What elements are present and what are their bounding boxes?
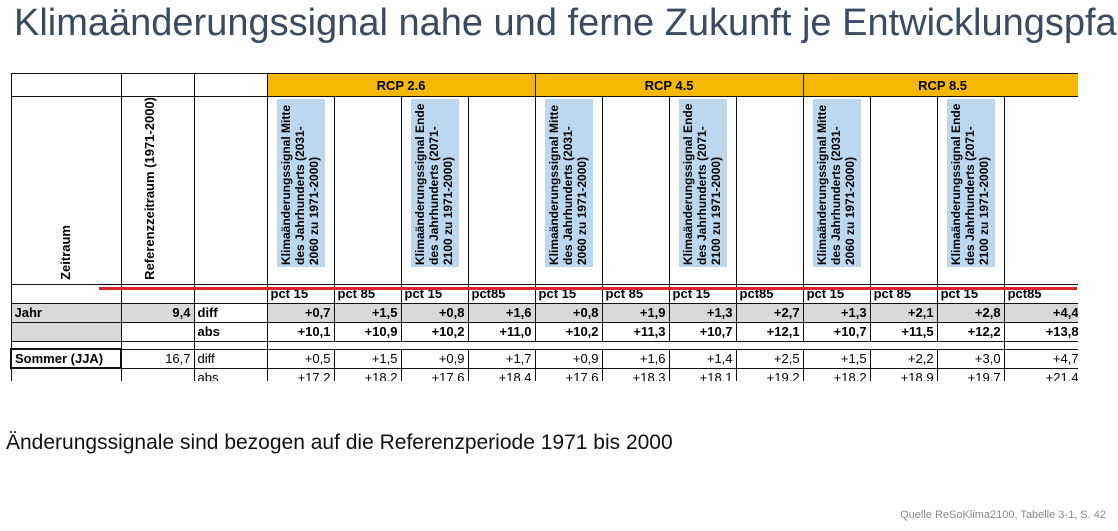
table-cutoff [10,381,1078,389]
table-cell: +1,4 [668,348,737,369]
ref-period-header: Referenzzeitraum (1971-2000) [141,97,157,280]
table-cell: +10,2 [400,321,469,342]
table-cell: +1,3 [802,302,871,323]
table-cell: +0,8 [400,302,469,323]
table-cell: +0,9 [400,348,469,369]
table-cell: +1,6 [467,302,536,323]
row-label: Sommer (JJA) [10,348,122,370]
table-cell: +0,7 [266,302,335,323]
table-cell: +10,7 [802,321,871,342]
zeitraum-header: Zeitraum [58,224,73,280]
table-cell: +0,9 [534,348,603,369]
table-cell: +10,1 [266,321,335,342]
row-type: abs [193,321,268,342]
table-cell: +1,7 [467,348,536,369]
table-cell: +1,5 [802,348,871,369]
signal-end-header: Klimaänderungssignal Ende des Jahrhunder… [410,99,459,267]
table-cell: +1,3 [668,302,737,323]
table-cell: +4,7 [1003,348,1078,369]
ref-value: 16,7 [120,348,195,369]
table-cell: +19,2 [735,367,804,385]
table-cell: +12,2 [936,321,1005,342]
table-cell: +4,4 [1003,302,1078,323]
table-cell: +11,0 [467,321,536,342]
table-cell: +2,5 [735,348,804,369]
row-type: diff [193,348,268,369]
table-row: abs +17,2 +18,2 +17,6 +18,4 +17,6 +18,3 … [10,367,1078,385]
table-cell: +13,8 [1003,321,1078,342]
table-cell: +1,9 [601,302,670,323]
table-cell: +11,3 [601,321,670,342]
table-row: Sommer (JJA) 16,7 diff +0,5 +1,5 +0,9 +1… [10,348,1078,370]
source-note: Quelle ReSoKlima2100, Tabelle 3-1, S. 42 [900,509,1106,521]
signal-mid-header: Klimaänderungssignal Mitte des Jahrhunde… [276,99,325,267]
table-cell: +1,6 [601,348,670,369]
reference-caption: Änderungssignale sind bezogen auf die Re… [6,431,673,454]
table-cell: +2,1 [869,302,938,323]
table-cell: +10,7 [668,321,737,342]
signal-end-header: Klimaänderungssignal Ende des Jahrhunder… [678,99,727,267]
table-cell: +1,5 [333,348,402,369]
table-cell: +0,5 [266,348,335,369]
signal-mid-header: Klimaänderungssignal Mitte des Jahrhunde… [544,99,593,267]
rcp-header-8-5: RCP 8.5 [802,73,1078,97]
row-type: diff [193,302,268,323]
highlight-red-line [99,287,1077,290]
rcp-header-2-6: RCP 2.6 [266,73,536,97]
table-row: Jahr 9,4 diff +0,7 +1,5 +0,8 +1,6 +0,8 +… [10,302,1078,323]
table-cell: +1,5 [333,302,402,323]
row-label: Jahr [10,302,122,323]
table-cell: +12,1 [735,321,804,342]
slide-title: Klimaänderungssignal nahe und ferne Zuku… [14,2,1118,44]
table-cell: +10,9 [333,321,402,342]
signal-end-header: Klimaänderungssignal Ende des Jahrhunder… [946,99,995,267]
climate-signal-table: RCP 2.6 RCP 4.5 RCP 8.5 Zeitraum Referen… [10,73,1078,385]
rcp-header-4-5: RCP 4.5 [534,73,804,97]
table-cell: +2,8 [936,302,1005,323]
table-row: abs +10,1 +10,9 +10,2 +11,0 +10,2 +11,3 … [10,321,1078,342]
ref-value: 9,4 [120,302,195,323]
table-cell: +11,5 [869,321,938,342]
table-cell: +10,2 [534,321,603,342]
signal-mid-header: Klimaänderungssignal Mitte des Jahrhunde… [812,99,861,267]
table-cell: +2,2 [869,348,938,369]
table-cell: +2,7 [735,302,804,323]
table-cell: +0,8 [534,302,603,323]
table-cell: +3,0 [936,348,1005,369]
